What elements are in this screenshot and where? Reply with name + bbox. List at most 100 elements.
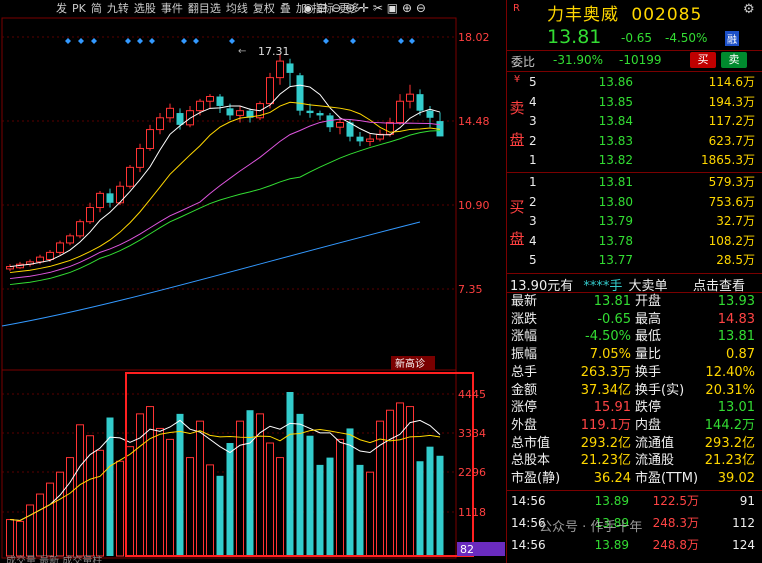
volume-bar (416, 461, 424, 556)
volume-bar (76, 424, 84, 557)
toolbar-item[interactable]: 均线 (225, 2, 248, 15)
chart-toggle-icon[interactable]: ⊟ (317, 1, 328, 15)
candle (196, 100, 204, 112)
order-volume: 28.5万 (716, 253, 755, 267)
big-order-price: 13.90元有 (510, 279, 574, 294)
volume-bar (86, 435, 94, 557)
tick-count: 112 (732, 516, 755, 530)
stat-label: 总手 (511, 364, 538, 380)
tick-volume: 122.5万 (652, 494, 699, 508)
candle (36, 256, 44, 263)
candle (156, 117, 164, 131)
big-order-row[interactable]: 13.90元有 ****手 大卖单 (510, 275, 668, 294)
quote-panel: R 力丰奥威 002085 ⚙ 13.81 -0.65 -4.50% 融 委比 … (506, 0, 762, 563)
moving-average-line (9, 118, 441, 280)
volume-bar (376, 420, 384, 557)
minus-circle-icon[interactable]: ⊖ (415, 1, 426, 15)
stat-label: 总股本 (511, 453, 551, 469)
highlight-box (125, 372, 474, 557)
order-price: 13.79 (598, 214, 633, 228)
volume-bar (286, 391, 294, 556)
moving-average-lines (1, 84, 441, 327)
buy-order-row[interactable]: 2 13.80 753.6万 (507, 194, 762, 210)
sell-order-row[interactable]: 5 13.86 114.6万 (507, 74, 762, 90)
kline-chart-area[interactable]: ← 17.31 18.02 14.48 10.90 7.35 4445 3334… (0, 0, 506, 563)
watermark: 公众号 · 作手十年 (539, 520, 643, 535)
zoom-out-icon[interactable]: ⊖ (331, 1, 342, 15)
sell-order-row[interactable]: 4 13.85 194.3万 (507, 94, 762, 110)
stat-value: 13.81 (593, 294, 631, 309)
candle (216, 96, 224, 106)
sell-order-row[interactable]: 3 13.84 117.2万 (507, 113, 762, 129)
order-level: 4 (529, 233, 537, 248)
toolbar-item[interactable]: PK (72, 2, 86, 15)
tick-price: 13.89 (594, 494, 629, 508)
zoom-in-icon[interactable]: ⊕ (345, 1, 356, 15)
signal-diamonds (65, 38, 415, 44)
toolbar-item[interactable]: 加 (295, 2, 307, 15)
toolbar-item[interactable]: 复权 (252, 2, 275, 15)
stat-value: 0.87 (726, 347, 755, 363)
stat-value: 14.83 (717, 311, 755, 327)
stat-value: 13.81 (717, 329, 755, 345)
volume-axis-label: 3334 (458, 427, 486, 440)
stat-label: 总市值 (511, 435, 551, 451)
order-level: 2 (529, 133, 537, 148)
toolbar-item[interactable]: 简 (90, 2, 102, 15)
stat-value: 21.23亿 (580, 453, 631, 469)
eye-icon[interactable]: ◉ (303, 1, 314, 15)
margin-badge: 融 (725, 31, 739, 46)
stats-row: 振幅 7.05% 量比 0.87 (507, 347, 762, 363)
buy-button[interactable]: 买 (690, 52, 716, 68)
cross-cursor-icon[interactable]: ✛ (358, 1, 370, 15)
tick-count: 124 (732, 538, 755, 552)
stock-name: 力丰奥威 (547, 5, 619, 25)
sell-order-row[interactable]: 2 13.83 623.7万 (507, 133, 762, 149)
toolbar-item[interactable]: 选股 (133, 2, 156, 15)
sell-button[interactable]: 卖 (721, 52, 747, 68)
toolbar-item[interactable]: 指标 (311, 2, 334, 15)
scissors-icon[interactable]: ✂ (372, 1, 383, 15)
stat-value: 36.24 (593, 471, 631, 486)
buy-order-row[interactable]: 3 13.79 32.7万 (507, 213, 762, 229)
tick-row: 14:56 13.89 122.5万 91 (507, 493, 762, 509)
volume-bar (26, 504, 34, 557)
volume-bar (296, 413, 304, 556)
price-axis-label: 10.90 (458, 199, 490, 212)
order-price: 13.82 (598, 153, 633, 167)
candle (126, 166, 134, 187)
candle (106, 193, 114, 203)
sell-order-row[interactable]: 1 13.82 1865.3万 (507, 152, 762, 168)
candle (276, 60, 284, 79)
view-big-order-link[interactable]: 点击查看 (693, 279, 746, 294)
toolbar-item[interactable]: 更多 (338, 2, 361, 15)
price-change-pct: -4.50% (665, 31, 708, 45)
toolbar-item[interactable]: 九转 (106, 2, 129, 15)
buy-order-row[interactable]: 1 13.81 579.3万 (507, 174, 762, 190)
volume-average-lines (9, 419, 441, 521)
toolbar-item[interactable]: 叠 (279, 2, 291, 15)
kline-chart[interactable]: ← 17.31 18.02 14.48 10.90 7.35 4445 3334… (0, 0, 506, 563)
volume-bar (226, 443, 234, 556)
candle (206, 96, 214, 102)
stat-value: -4.50% (585, 329, 631, 345)
toolbar-item[interactable]: 翻目选 (187, 2, 221, 15)
stat-label: 最新 (511, 294, 538, 309)
plus-circle-icon[interactable]: ⊕ (401, 1, 412, 15)
stat-value: -0.65 (597, 311, 631, 327)
volume-bar (386, 409, 394, 557)
volume-bar (176, 413, 184, 556)
stat-label: 金额 (511, 382, 538, 398)
settings-gear-icon[interactable]: ⚙ (743, 2, 755, 17)
stat-label: 外盘 (511, 417, 538, 433)
toolbar-item[interactable]: 发 (56, 2, 67, 15)
buy-order-row[interactable]: 5 13.77 28.5万 (507, 252, 762, 268)
lock-icon[interactable]: ▣ (386, 1, 399, 15)
toolbar-item[interactable]: 事件 (160, 2, 183, 15)
buy-order-row[interactable]: 4 13.78 108.2万 (507, 233, 762, 249)
stats-row: 最新 13.81 开盘 13.93 (507, 294, 762, 310)
volume-series (6, 391, 444, 557)
stat-value: 20.31% (705, 382, 755, 398)
candle (226, 108, 234, 116)
tick-volume: 248.3万 (652, 516, 699, 530)
